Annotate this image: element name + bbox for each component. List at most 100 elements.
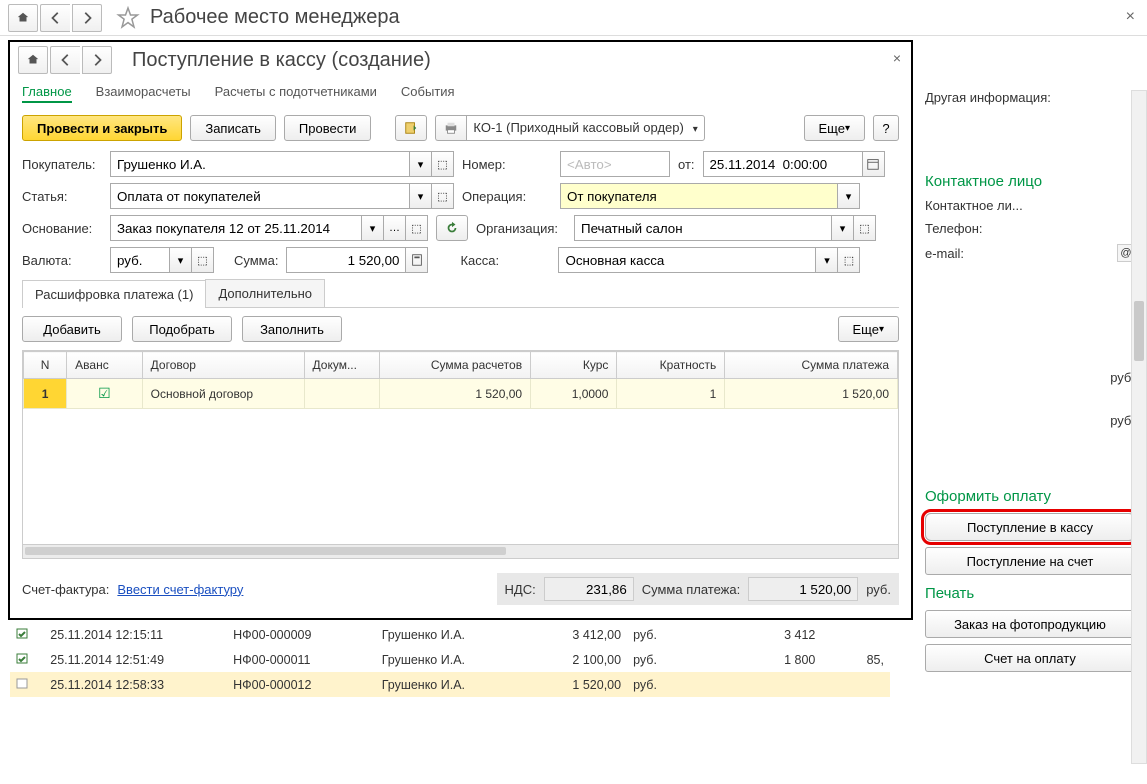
col-contract[interactable]: Договор	[142, 352, 304, 379]
article-dropdown[interactable]: ▾	[410, 183, 432, 209]
org-dropdown[interactable]: ▾	[832, 215, 854, 241]
more-button[interactable]: Еще	[804, 115, 865, 141]
back-button[interactable]	[40, 4, 70, 32]
cell-avans[interactable]: ☑	[67, 379, 143, 409]
payment-table[interactable]: N Аванс Договор Докум... Сумма расчетов …	[22, 350, 899, 545]
vat-field	[544, 577, 634, 601]
operation-field[interactable]	[560, 183, 838, 209]
list-row[interactable]: 25.11.2014 12:15:11НФ00-000009Грушенко И…	[10, 622, 890, 647]
dialog-cash-receipt: Поступление в кассу (создание) × Главное…	[8, 40, 913, 620]
article-field[interactable]	[110, 183, 410, 209]
page-close-icon[interactable]: ×	[1126, 8, 1135, 26]
table-row[interactable]: 1 ☑ Основной договор 1 520,00 1,0000 1 1…	[24, 379, 898, 409]
buyer-field[interactable]	[110, 151, 410, 177]
buyer-label: Покупатель:	[22, 157, 102, 172]
currency-dropdown[interactable]: ▾	[170, 247, 192, 273]
print-form-select[interactable]: КО-1 (Приходный кассовый ордер)	[466, 115, 704, 141]
attach-button[interactable]	[395, 115, 427, 141]
currency-open[interactable]: ⬚	[192, 247, 214, 273]
basis-more[interactable]: …	[384, 215, 406, 241]
dialog-title: Поступление в кассу (создание)	[132, 49, 431, 72]
col-mult[interactable]: Кратность	[617, 352, 725, 379]
page-title: Рабочее место менеджера	[150, 6, 400, 29]
cash-field[interactable]	[558, 247, 816, 273]
cell-sumcalc[interactable]: 1 520,00	[380, 379, 531, 409]
print-icon-button[interactable]	[435, 115, 466, 141]
bank-receipt-button[interactable]: Поступление на счет	[925, 547, 1135, 575]
invoice-label: Счет-фактура:	[22, 582, 109, 597]
date-picker-button[interactable]	[863, 151, 885, 177]
cell-sumpay[interactable]: 1 520,00	[725, 379, 898, 409]
basis-open[interactable]: ⬚	[406, 215, 428, 241]
footer-sum-field	[748, 577, 858, 601]
dialog-forward-button[interactable]	[82, 46, 112, 74]
dialog-home-button[interactable]	[18, 46, 48, 74]
date-field[interactable]	[703, 151, 863, 177]
col-sumpay[interactable]: Сумма платежа	[725, 352, 898, 379]
forward-button[interactable]	[72, 4, 102, 32]
dialog-tabs: Главное Взаиморасчеты Расчеты с подотчет…	[10, 78, 911, 109]
cash-label: Касса:	[460, 253, 550, 268]
photo-order-button[interactable]: Заказ на фотопродукцию	[925, 610, 1135, 638]
pick-button[interactable]: Подобрать	[132, 316, 232, 342]
list-row[interactable]: 25.11.2014 12:58:33НФ00-000012Грушенко И…	[10, 672, 890, 697]
tab-settlements[interactable]: Взаиморасчеты	[96, 84, 191, 103]
col-rate[interactable]: Курс	[531, 352, 617, 379]
cell-n[interactable]: 1	[24, 379, 67, 409]
list-row[interactable]: 25.11.2014 12:51:49НФ00-000011Грушенко И…	[10, 647, 890, 672]
cash-receipt-button[interactable]: Поступление в кассу	[925, 513, 1135, 541]
post-and-close-button[interactable]: Провести и закрыть	[22, 115, 182, 141]
rub-2: руб.	[925, 413, 1135, 428]
cell-mult[interactable]: 1	[617, 379, 725, 409]
subtab-breakdown[interactable]: Расшифровка платежа (1)	[22, 280, 206, 308]
subtab-extra[interactable]: Дополнительно	[205, 279, 325, 307]
dialog-close-icon[interactable]: ×	[893, 50, 901, 66]
tab-events[interactable]: События	[401, 84, 455, 103]
help-button[interactable]: ?	[873, 115, 899, 141]
tab-main[interactable]: Главное	[22, 84, 72, 103]
post-button[interactable]: Провести	[284, 115, 372, 141]
phone-label: Телефон:	[925, 221, 1035, 236]
email-label: e-mail:	[925, 246, 1035, 261]
enter-invoice-link[interactable]: Ввести счет-фактуру	[117, 582, 243, 597]
currency-label: Валюта:	[22, 253, 102, 268]
article-open[interactable]: ⬚	[432, 183, 454, 209]
cash-dropdown[interactable]: ▾	[816, 247, 838, 273]
other-info-label: Другая информация:	[925, 90, 1135, 105]
from-label: от:	[678, 157, 695, 172]
add-row-button[interactable]: Добавить	[22, 316, 122, 342]
currency-field[interactable]	[110, 247, 170, 273]
number-field[interactable]	[560, 151, 670, 177]
cell-doc[interactable]	[304, 379, 380, 409]
buyer-open[interactable]: ⬚	[432, 151, 454, 177]
sub-more-button[interactable]: Еще	[838, 316, 899, 342]
table-h-scrollbar[interactable]	[22, 545, 899, 559]
cash-open[interactable]: ⬚	[838, 247, 860, 273]
vat-label: НДС:	[505, 582, 536, 597]
operation-dropdown[interactable]: ▾	[838, 183, 860, 209]
basis-field[interactable]	[110, 215, 362, 241]
dialog-back-button[interactable]	[50, 46, 80, 74]
sum-calc-button[interactable]	[406, 247, 428, 273]
fill-button[interactable]: Заполнить	[242, 316, 342, 342]
favorite-icon[interactable]	[116, 6, 140, 30]
org-open[interactable]: ⬚	[854, 215, 876, 241]
basis-dropdown[interactable]: ▾	[362, 215, 384, 241]
check-icon: ☑	[98, 385, 111, 401]
sum-field[interactable]	[286, 247, 406, 273]
buyer-dropdown[interactable]: ▾	[410, 151, 432, 177]
col-sumcalc[interactable]: Сумма расчетов	[380, 352, 531, 379]
col-avans[interactable]: Аванс	[67, 352, 143, 379]
rub-1: руб.	[925, 370, 1135, 385]
org-field[interactable]	[574, 215, 832, 241]
cell-rate[interactable]: 1,0000	[531, 379, 617, 409]
home-button[interactable]	[8, 4, 38, 32]
tab-advance[interactable]: Расчеты с подотчетниками	[215, 84, 377, 103]
cell-contract[interactable]: Основной договор	[142, 379, 304, 409]
col-doc[interactable]: Докум...	[304, 352, 380, 379]
v-scrollbar[interactable]	[1131, 90, 1147, 764]
save-button[interactable]: Записать	[190, 115, 276, 141]
col-n[interactable]: N	[24, 352, 67, 379]
basis-refresh-button[interactable]	[436, 215, 468, 241]
invoice-button[interactable]: Счет на оплату	[925, 644, 1135, 672]
